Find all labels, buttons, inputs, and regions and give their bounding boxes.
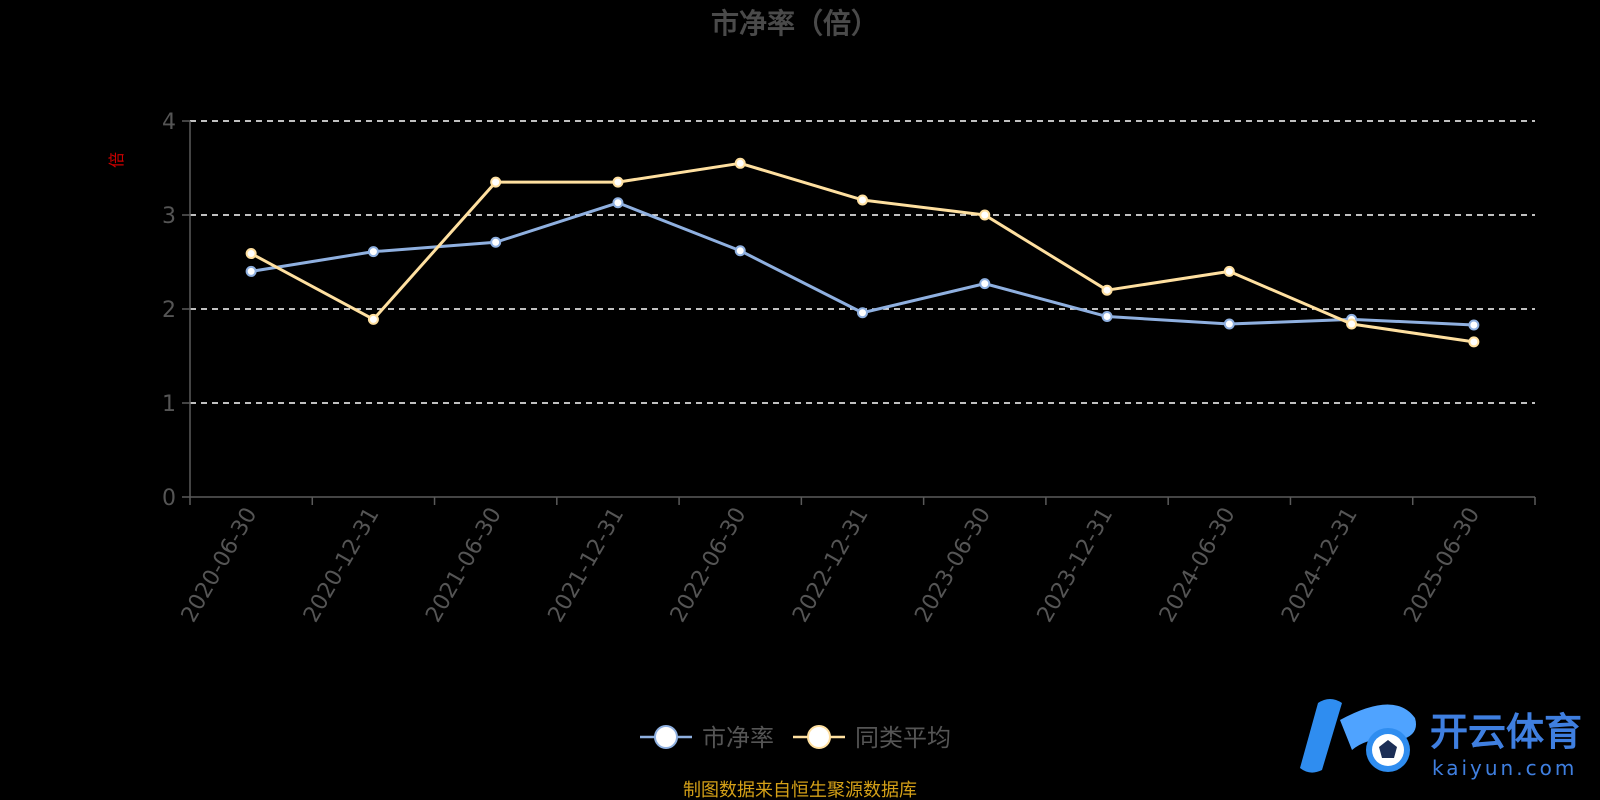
x-tick-label: 2022-06-30 (666, 504, 752, 627)
x-tick-label: 2023-12-31 (1033, 504, 1119, 627)
x-tick-label: 2021-12-31 (544, 504, 630, 627)
data-point[interactable] (979, 278, 991, 290)
data-point[interactable] (1468, 336, 1480, 348)
x-tick-label: 2023-06-30 (910, 504, 996, 627)
legend-item[interactable]: 同类平均 (793, 724, 951, 752)
x-tick-label: 2025-06-30 (1399, 504, 1485, 627)
y-tick-label: 0 (162, 486, 176, 511)
series-line (250, 201, 1474, 327)
legend-marker-icon (807, 725, 831, 749)
data-point[interactable] (979, 209, 991, 221)
x-tick-label: 2024-12-31 (1277, 504, 1363, 627)
source-note: 制图数据来自恒生聚源数据库 (683, 780, 917, 800)
data-point[interactable] (245, 248, 257, 260)
watermark-brand-en: kaiyun.com (1432, 756, 1577, 780)
axis-layer: 0 1 2 3 4 2020-06-30 2020-12-31 2021-06-30 2021-… (162, 110, 1536, 627)
x-tick-label: 2022-12-31 (788, 504, 874, 627)
x-tick-label: 2024-06-30 (1155, 504, 1241, 627)
data-point[interactable] (1346, 318, 1358, 330)
legend-marker-icon (654, 725, 678, 749)
data-point[interactable] (612, 197, 624, 209)
chart-title: 市净率（倍） (711, 7, 879, 40)
data-point[interactable] (857, 307, 868, 319)
data-point[interactable] (1101, 311, 1113, 323)
legend-label: 同类平均 (855, 724, 951, 752)
legend-label: 市净率 (702, 724, 774, 752)
data-point[interactable] (490, 176, 502, 188)
watermark-logo: 开云体育 kaiyun.com (1300, 699, 1582, 780)
data-point[interactable] (1101, 284, 1113, 296)
data-point[interactable] (1468, 319, 1480, 331)
data-point[interactable] (367, 246, 379, 258)
data-point[interactable] (1223, 318, 1235, 330)
data-point[interactable] (367, 313, 379, 325)
y-axis-unit-label: 倍 (107, 152, 126, 168)
data-point[interactable] (1223, 265, 1235, 277)
x-tick-label: 2020-12-31 (299, 504, 385, 627)
x-tick-label: 2021-06-30 (421, 504, 507, 627)
logo-mark-icon (1300, 699, 1416, 773)
data-point[interactable] (245, 265, 257, 277)
data-point[interactable] (490, 236, 502, 248)
data-point[interactable] (734, 245, 746, 257)
y-tick-label: 2 (162, 298, 176, 323)
y-tick-label: 3 (162, 204, 176, 229)
data-point[interactable] (734, 157, 746, 169)
legend-item[interactable]: 市净率 (640, 724, 774, 752)
legend: 市净率 同类平均 (640, 724, 951, 752)
grid-layer (190, 120, 1535, 404)
data-point[interactable] (612, 176, 624, 188)
series-layer (245, 157, 1480, 348)
watermark-brand-cn: 开云体育 (1430, 710, 1582, 754)
data-point[interactable] (857, 194, 868, 206)
y-tick-label: 1 (162, 392, 176, 417)
y-tick-label: 4 (162, 110, 176, 135)
x-tick-label: 2020-06-30 (177, 504, 263, 627)
